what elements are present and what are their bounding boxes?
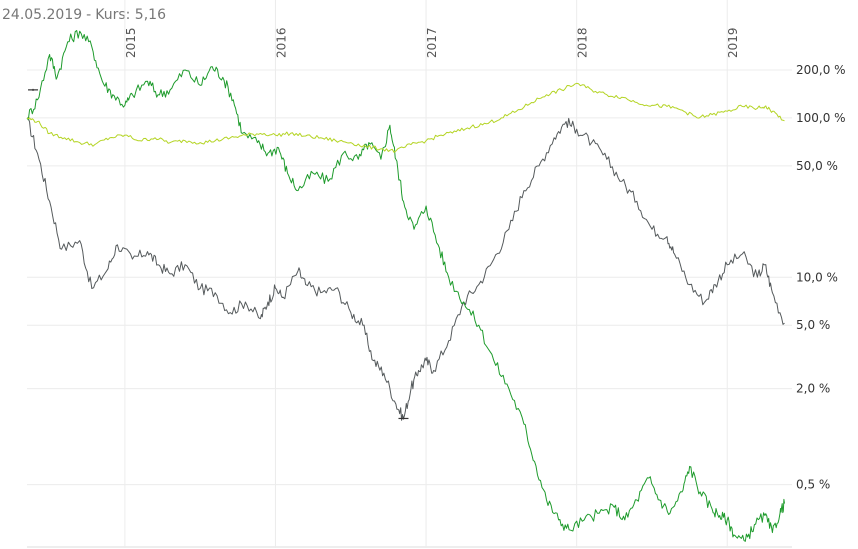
- y-tick-label: 10,0 %: [796, 270, 838, 284]
- y-axis: 200,0 % 100,0 % 50,0 % 10,0 % 5,0 % 2,0 % 0,5 …: [796, 63, 846, 492]
- y-tick-label: 5,0 %: [796, 318, 830, 332]
- series-line: [26, 30, 785, 542]
- y-tick-label: 100,0 %: [796, 111, 846, 125]
- x-tick-label: 2015: [124, 27, 138, 58]
- x-tick-label: 2016: [274, 27, 288, 58]
- x-tick-label: 2019: [726, 27, 740, 58]
- series-line: [26, 82, 785, 153]
- y-tick-label: 0,5 %: [796, 478, 830, 492]
- y-tick-label: 50,0 %: [796, 159, 838, 173]
- x-axis: 2015 2016 2017 2018 2019: [124, 27, 740, 58]
- extremum-markers: [28, 88, 409, 420]
- y-tick-label: 2,0 %: [796, 382, 830, 396]
- y-tick-label: 200,0 %: [796, 63, 846, 77]
- x-tick-label: 2018: [576, 27, 590, 58]
- chart-header: 24.05.2019- Kurs: 5,16: [2, 7, 166, 23]
- chart-grid: [27, 0, 792, 548]
- quote-price: Kurs: 5,16: [95, 7, 166, 23]
- x-tick-label: 2017: [425, 27, 439, 58]
- quote-date: 24.05.2019: [2, 7, 83, 23]
- chart-series: [26, 30, 785, 542]
- header-separator: -: [86, 7, 92, 23]
- series-line: [26, 117, 785, 421]
